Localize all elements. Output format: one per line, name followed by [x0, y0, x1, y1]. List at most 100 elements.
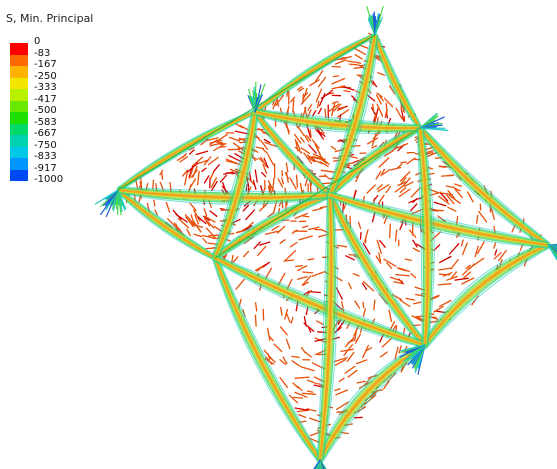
rib-stroke [424, 244, 549, 346]
stress-vector [212, 164, 220, 173]
stress-vector [478, 210, 488, 223]
stress-vector [385, 102, 388, 115]
rib-stroke [328, 194, 425, 347]
stress-vector [284, 308, 289, 320]
stress-vector [279, 376, 288, 388]
stress-vector [437, 283, 452, 286]
rib-stroke [423, 243, 548, 345]
stress-vector [298, 413, 307, 419]
rib-stroke [213, 111, 255, 259]
stress-vector [290, 316, 294, 324]
rib-stroke [374, 34, 421, 129]
rib-stroke [117, 111, 256, 191]
stress-vector [254, 301, 258, 312]
support-vector [94, 189, 119, 205]
rib-stroke [217, 112, 259, 260]
vault-ribs [94, 5, 557, 469]
stress-vector [289, 177, 297, 190]
stress-vector [312, 153, 324, 159]
stress-vector [192, 209, 201, 222]
rib-stroke [328, 196, 549, 248]
stress-vector [396, 267, 407, 272]
stress-vector [267, 211, 275, 218]
stress-vector [203, 215, 211, 222]
stress-vector [400, 109, 405, 122]
stress-vector [335, 389, 349, 396]
rib-stroke [418, 127, 427, 346]
legend-tick-labels: 0 -83 -167 -250 -333 -417 -500 -583 -667 -750 -833… [34, 36, 94, 186]
stress-vector [410, 273, 417, 279]
stress-vector [412, 247, 420, 253]
stress-vector [242, 250, 250, 258]
stress-vector [371, 132, 377, 147]
rib-stroke [118, 113, 257, 193]
stress-vector [189, 178, 197, 189]
rib-stroke [213, 257, 320, 461]
rib-stroke [213, 260, 425, 349]
stress-vector [448, 194, 461, 204]
rib-stroke [214, 257, 426, 346]
rib-stroke [418, 128, 548, 247]
stress-vector [291, 360, 301, 367]
stress-vector [468, 263, 475, 270]
stress-vector [380, 168, 386, 177]
stress-vector [295, 174, 299, 188]
stress-vector [298, 235, 313, 241]
rib-stroke [330, 128, 422, 197]
stress-vector [338, 377, 345, 383]
stress-vector [256, 265, 264, 272]
rib-stroke [416, 127, 423, 346]
stress-vector [348, 63, 358, 66]
stress-vector [375, 94, 382, 105]
stress-vector [452, 186, 463, 199]
rib-stroke [215, 255, 427, 344]
stress-vector [291, 229, 298, 234]
stress-vector [159, 169, 164, 176]
stress-vector [188, 149, 195, 155]
stress-vector [262, 148, 269, 155]
stress-vector [361, 282, 368, 290]
stress-vector [273, 343, 283, 353]
stress-vector [433, 209, 444, 212]
legend-tick-label: -167 [34, 59, 57, 70]
stress-vector [334, 388, 341, 392]
stress-vector [187, 162, 199, 173]
rib-stroke [253, 32, 375, 112]
rib-stroke [330, 129, 422, 198]
rib-stroke [420, 126, 550, 245]
rib-stroke [419, 127, 549, 246]
rib-stroke [254, 113, 421, 133]
stress-vector [365, 347, 373, 352]
stress-vector [186, 228, 191, 237]
stress-vector [172, 209, 182, 220]
stress-vector [228, 136, 241, 142]
stress-vector [307, 226, 320, 231]
stress-vector [353, 324, 360, 337]
legend-swatch [10, 146, 28, 158]
rib-stroke [254, 114, 421, 134]
rib-stroke [422, 242, 548, 344]
stress-vector [341, 85, 355, 91]
stress-vector [330, 145, 337, 151]
stress-vector [228, 154, 243, 163]
rib-stroke [419, 127, 428, 346]
stress-vector [245, 209, 255, 221]
stress-vector [208, 234, 221, 237]
legend-swatch [10, 135, 28, 147]
stress-vector [255, 146, 265, 150]
rib-stroke [330, 191, 550, 243]
rib-stroke [417, 127, 425, 346]
rib-stroke [116, 190, 215, 260]
stress-vector [474, 245, 479, 258]
stress-vector [446, 275, 458, 281]
stress-vector [438, 255, 452, 264]
stress-vector [281, 170, 284, 177]
stress-vector [383, 258, 397, 267]
stress-vector [205, 219, 215, 229]
rib-stroke [331, 193, 428, 345]
stress-vector [308, 155, 323, 161]
rib-stroke [117, 191, 331, 203]
stress-vector [336, 401, 349, 410]
stress-vector [383, 215, 388, 225]
stress-vector [302, 215, 310, 218]
